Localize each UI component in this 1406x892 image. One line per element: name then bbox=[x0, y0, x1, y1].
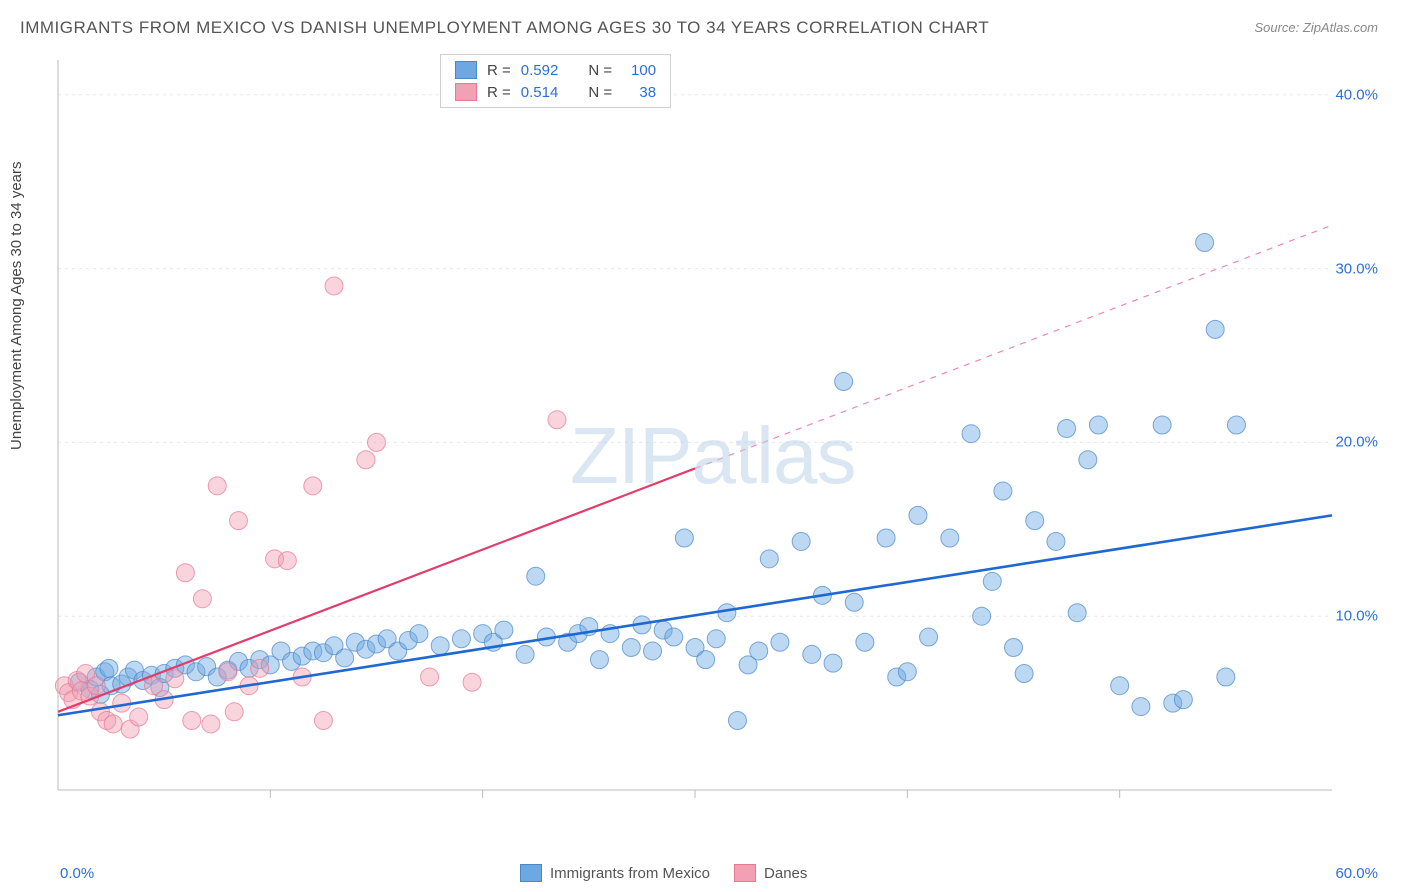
legend-swatch bbox=[455, 61, 477, 79]
x-axis-max-label: 60.0% bbox=[1335, 865, 1378, 882]
source-label: Source: ZipAtlas.com bbox=[1254, 20, 1378, 35]
stat-N-value: 38 bbox=[622, 84, 656, 101]
stat-R-value: 0.514 bbox=[521, 84, 559, 101]
legend-series-item: Danes bbox=[734, 864, 807, 882]
x-axis-min-label: 0.0% bbox=[60, 865, 94, 882]
stat-N-label: N = bbox=[588, 62, 612, 79]
legend-swatch bbox=[455, 83, 477, 101]
chart-area bbox=[52, 50, 1382, 830]
y-axis-label: Unemployment Among Ages 30 to 34 years bbox=[8, 161, 25, 450]
series-legend: Immigrants from Mexico Danes bbox=[520, 864, 807, 882]
correlation-legend: R = 0.592 N = 100 R = 0.514 N = 38 bbox=[440, 54, 671, 108]
y-tick-label: 30.0% bbox=[1335, 260, 1378, 277]
legend-stat-row: R = 0.514 N = 38 bbox=[455, 83, 656, 101]
legend-swatch bbox=[520, 864, 542, 882]
legend-swatch bbox=[734, 864, 756, 882]
y-tick-label: 40.0% bbox=[1335, 86, 1378, 103]
stat-R-value: 0.592 bbox=[521, 62, 559, 79]
y-tick-label: 20.0% bbox=[1335, 434, 1378, 451]
stat-N-label: N = bbox=[588, 84, 612, 101]
legend-series-label: Danes bbox=[764, 865, 807, 882]
legend-series-label: Immigrants from Mexico bbox=[550, 865, 710, 882]
legend-series-item: Immigrants from Mexico bbox=[520, 864, 710, 882]
scatter-chart bbox=[52, 50, 1382, 830]
stat-R-label: R = bbox=[487, 84, 511, 101]
y-tick-label: 10.0% bbox=[1335, 608, 1378, 625]
stat-R-label: R = bbox=[487, 62, 511, 79]
chart-title: IMMIGRANTS FROM MEXICO VS DANISH UNEMPLO… bbox=[20, 18, 989, 38]
stat-N-value: 100 bbox=[622, 62, 656, 79]
legend-stat-row: R = 0.592 N = 100 bbox=[455, 61, 656, 79]
